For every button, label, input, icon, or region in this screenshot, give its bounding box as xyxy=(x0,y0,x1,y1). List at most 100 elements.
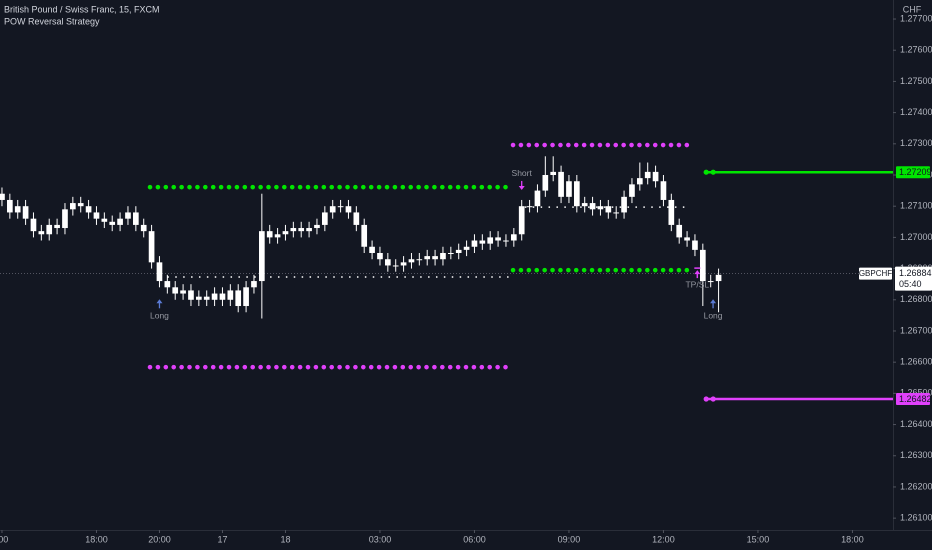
annotation-marker xyxy=(694,270,701,275)
candle-body xyxy=(266,231,273,238)
y-tick-label: 1.27600 xyxy=(900,45,932,55)
level-label-box xyxy=(896,392,930,405)
candle-body xyxy=(668,199,675,225)
y-tick-label: 1.27300 xyxy=(900,138,932,148)
level-label: 1.26482 xyxy=(899,394,932,404)
candle-body xyxy=(384,259,391,266)
annotation-marker xyxy=(156,299,163,304)
candle-body xyxy=(219,293,226,300)
candle-body xyxy=(644,171,651,179)
candle-body xyxy=(534,190,541,207)
candle-body xyxy=(377,252,383,260)
candle-body xyxy=(369,246,375,253)
candle-body xyxy=(54,224,60,229)
candle-body xyxy=(361,224,368,247)
x-tick-label: 03:00 xyxy=(369,534,392,544)
candle-body xyxy=(629,184,635,197)
candle-body xyxy=(581,203,588,207)
candle-body xyxy=(424,256,431,260)
x-tick-label: 09:00 xyxy=(558,534,581,544)
candle-body xyxy=(140,224,147,232)
chart-subtitle: POW Reversal Strategy xyxy=(4,16,100,26)
candle-body xyxy=(440,252,446,260)
candle-body xyxy=(180,290,186,294)
candle-body xyxy=(416,259,423,261)
candle-body xyxy=(188,290,194,300)
candle-body xyxy=(487,237,494,244)
candle-body xyxy=(518,206,525,235)
candle-body xyxy=(148,231,155,263)
chart-title: British Pound / Swiss Franc, 15, FXCM xyxy=(4,4,160,14)
candle-body xyxy=(125,212,131,219)
annotation-label: Short xyxy=(512,168,533,178)
candle-body xyxy=(306,228,312,232)
candle-body xyxy=(526,206,533,208)
candle-body xyxy=(353,212,360,225)
candle-body xyxy=(605,206,612,213)
level-label: 1.27209 xyxy=(899,167,932,177)
x-tick-label: 17 xyxy=(217,534,227,544)
candle-body xyxy=(298,228,305,232)
last-price-box xyxy=(895,266,932,291)
candle-body xyxy=(243,287,249,307)
candle-body xyxy=(30,218,37,232)
level-dot xyxy=(703,169,709,175)
y-tick-label: 1.27500 xyxy=(900,76,932,86)
candle-body xyxy=(329,206,336,213)
candle-body xyxy=(660,181,667,200)
candle-body xyxy=(589,203,596,210)
last-price-label: 1.26884 xyxy=(899,268,932,278)
candle-body xyxy=(274,234,281,238)
candle-body xyxy=(684,237,690,241)
candle-body xyxy=(400,262,407,266)
candle-body xyxy=(463,246,470,250)
y-tick-label: 1.27400 xyxy=(900,107,932,117)
candle-body xyxy=(566,181,572,197)
candle-body xyxy=(471,240,478,247)
x-tick-label: 18 xyxy=(280,534,290,544)
candle-body xyxy=(14,206,21,213)
candle-body xyxy=(337,206,344,208)
level-dot xyxy=(710,396,716,402)
candle-body xyxy=(290,228,297,232)
y-tick-label: 1.26700 xyxy=(900,325,932,335)
x-tick-label: 18:00 xyxy=(85,534,108,544)
y-tick-label: 1.27700 xyxy=(900,13,932,23)
candle-body xyxy=(172,287,179,294)
candle-body xyxy=(259,231,265,282)
annotation-label: Long xyxy=(150,311,169,321)
candle-body xyxy=(38,231,45,235)
candle-body xyxy=(447,252,454,254)
candle-body xyxy=(77,203,84,207)
countdown-label: 05:40 xyxy=(899,279,922,289)
candle-body xyxy=(101,218,108,222)
level-dot xyxy=(710,169,716,175)
candle-body xyxy=(156,262,163,282)
x-tick-label: 06:00 xyxy=(463,534,486,544)
candle-body xyxy=(676,224,683,238)
candle-body xyxy=(707,281,714,283)
candle-body xyxy=(314,224,320,229)
x-tick-label: 15:00 xyxy=(747,534,770,544)
candle-body xyxy=(573,181,580,207)
candle-body xyxy=(251,281,257,288)
candle-body xyxy=(542,175,549,191)
candle-body xyxy=(22,206,29,219)
y-tick-label: 1.27000 xyxy=(900,232,932,242)
candle-body xyxy=(479,240,486,244)
candle-body xyxy=(558,171,564,197)
x-tick-label: 12:00 xyxy=(652,534,675,544)
candle-body xyxy=(282,231,289,235)
candle-body xyxy=(408,259,415,263)
candle-body xyxy=(70,203,76,210)
candle-body xyxy=(133,212,139,225)
candle-body xyxy=(621,196,627,213)
y-tick-label: 1.26400 xyxy=(900,419,932,429)
y-tick-label: 1.26300 xyxy=(900,450,932,460)
y-tick-label: 1.26200 xyxy=(900,481,932,491)
y-tick-label: 1.26800 xyxy=(900,294,932,304)
candle-body xyxy=(109,221,116,225)
candle-body xyxy=(692,240,698,250)
